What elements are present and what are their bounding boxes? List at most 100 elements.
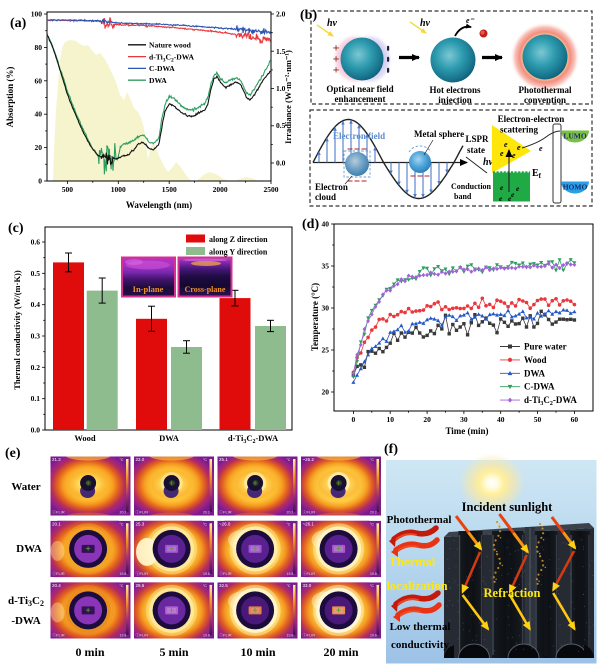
svg-text:500: 500 <box>62 185 74 194</box>
svg-text:C-DWA: C-DWA <box>524 382 555 392</box>
svg-text:19.8: 19.8 <box>370 572 377 576</box>
svg-text:29.6: 29.6 <box>136 583 145 588</box>
svg-text:2.0: 2.0 <box>276 10 286 19</box>
svg-text:ⓘFLIR: ⓘFLIR <box>219 509 232 515</box>
svg-text:20 min: 20 min <box>323 645 358 659</box>
svg-text:-DWA: -DWA <box>11 615 40 627</box>
svg-text:injection: injection <box>438 95 472 105</box>
svg-text:0.4: 0.4 <box>31 300 41 309</box>
svg-text:ⓘFLIR: ⓘFLIR <box>303 632 316 638</box>
svg-text:60: 60 <box>571 415 579 424</box>
svg-text:enhancement: enhancement <box>335 94 386 104</box>
svg-text:°C: °C <box>370 458 374 462</box>
svg-text:Nature wood: Nature wood <box>149 41 192 50</box>
svg-text:0.2: 0.2 <box>31 363 41 372</box>
svg-text:ⓘFLIR: ⓘFLIR <box>303 509 316 515</box>
svg-text:LUMO: LUMO <box>563 132 586 141</box>
svg-text:Electron-electron: Electron-electron <box>498 114 565 124</box>
svg-text:0.3: 0.3 <box>31 332 41 341</box>
svg-text:1.0: 1.0 <box>276 84 286 93</box>
svg-text:Pure water: Pure water <box>524 342 567 352</box>
svg-text:19.8: 19.8 <box>287 634 294 638</box>
svg-text:Time (min): Time (min) <box>445 426 488 436</box>
svg-text:°C: °C <box>203 522 207 526</box>
svg-text:100: 100 <box>31 10 43 19</box>
svg-text:50: 50 <box>534 415 542 424</box>
svg-text:Low thermal: Low thermal <box>390 621 451 633</box>
svg-text:60: 60 <box>35 76 43 85</box>
svg-text:°C: °C <box>120 584 124 588</box>
svg-text:20.2: 20.2 <box>370 511 377 515</box>
svg-text:1000: 1000 <box>111 185 126 194</box>
svg-text:0 min: 0 min <box>75 645 104 659</box>
svg-text:(f): (f) <box>384 442 398 457</box>
svg-text:19.8: 19.8 <box>287 572 294 576</box>
svg-text:20.2: 20.2 <box>203 511 210 515</box>
svg-text:Photothermal: Photothermal <box>387 514 452 526</box>
svg-text:e⁻: e⁻ <box>466 16 475 25</box>
svg-text:convention: convention <box>524 95 566 105</box>
svg-text:e: e <box>516 184 520 193</box>
svg-text:35: 35 <box>322 262 330 271</box>
svg-text:40: 40 <box>497 415 505 424</box>
svg-text:°C: °C <box>287 522 291 526</box>
svg-text:e: e <box>512 151 516 160</box>
svg-text:Electron: Electron <box>315 182 348 192</box>
svg-text:Optical near field: Optical near field <box>326 84 393 94</box>
svg-text:~26.1: ~26.1 <box>303 521 315 526</box>
svg-text:25.3: 25.3 <box>136 521 145 526</box>
svg-text:cloud: cloud <box>315 192 336 202</box>
svg-text:ⓘFLIR: ⓘFLIR <box>52 509 65 515</box>
svg-text:19.8: 19.8 <box>203 634 210 638</box>
svg-text:hν: hν <box>483 157 494 168</box>
svg-text:ⓘFLIR: ⓘFLIR <box>219 632 232 638</box>
svg-text:0.6: 0.6 <box>31 238 41 247</box>
svg-text:along Z direction: along Z direction <box>209 235 268 244</box>
svg-text:ⓘFLIR: ⓘFLIR <box>136 570 149 576</box>
svg-text:DWA: DWA <box>159 433 180 443</box>
svg-text:5 min: 5 min <box>159 645 188 659</box>
svg-text:20.1: 20.1 <box>52 521 61 526</box>
svg-text:1.5: 1.5 <box>276 47 286 56</box>
svg-text:0.1: 0.1 <box>31 394 41 403</box>
svg-text:0.0: 0.0 <box>31 426 41 435</box>
svg-text:Electron field: Electron field <box>333 131 385 141</box>
svg-text:(a): (a) <box>10 16 27 31</box>
svg-text:21.2: 21.2 <box>52 457 61 462</box>
svg-text:+: + <box>333 63 340 77</box>
svg-text:°C: °C <box>120 522 124 526</box>
svg-text:20: 20 <box>322 388 330 397</box>
svg-text:°C: °C <box>370 522 374 526</box>
svg-text:Irradiance (W·m⁻²·nm⁻¹): Irradiance (W·m⁻²·nm⁻¹) <box>283 50 293 144</box>
svg-text:ⓘFLIR: ⓘFLIR <box>303 570 316 576</box>
svg-text:d-Ti3C2-DWA: d-Ti3C2-DWA <box>228 433 279 445</box>
svg-text:°C: °C <box>203 458 207 462</box>
svg-text:d-Ti3C2-DWA: d-Ti3C2-DWA <box>149 52 195 63</box>
svg-text:conductivity: conductivity <box>391 639 450 651</box>
svg-text:20.4: 20.4 <box>52 583 61 588</box>
svg-text:19.8: 19.8 <box>120 572 127 576</box>
svg-text:25.1: 25.1 <box>219 457 228 462</box>
svg-text:°C: °C <box>287 458 291 462</box>
svg-text:e: e <box>511 190 515 199</box>
svg-text:Photothermal: Photothermal <box>519 85 572 95</box>
svg-text:10 min: 10 min <box>240 645 275 659</box>
svg-text:hν: hν <box>420 18 431 29</box>
svg-text:30: 30 <box>460 415 468 424</box>
svg-text:(d): (d) <box>302 217 319 232</box>
svg-text:ⓘFLIR: ⓘFLIR <box>136 509 149 515</box>
svg-text:ⓘFLIR: ⓘFLIR <box>136 632 149 638</box>
svg-text:scattering: scattering <box>500 125 538 135</box>
svg-text:19.8: 19.8 <box>120 634 127 638</box>
svg-text:33.0: 33.0 <box>303 583 312 588</box>
svg-text:°C: °C <box>287 584 291 588</box>
svg-text:DWA: DWA <box>16 543 42 555</box>
svg-text:e: e <box>499 194 503 203</box>
svg-text:0: 0 <box>352 415 356 424</box>
svg-text:localization: localization <box>386 579 447 593</box>
svg-text:+: + <box>333 52 340 66</box>
svg-text:hν: hν <box>327 18 338 29</box>
svg-text:Absorption (%): Absorption (%) <box>5 67 15 128</box>
svg-text:Metal sphere: Metal sphere <box>414 129 464 139</box>
svg-text:10: 10 <box>386 415 394 424</box>
